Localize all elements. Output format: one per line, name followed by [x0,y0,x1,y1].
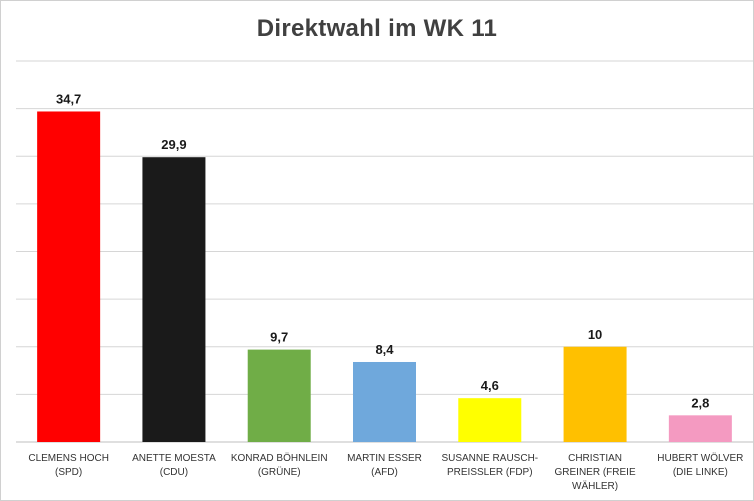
category-label: MARTIN ESSER (AFD) [347,453,422,478]
category-label: ANETTE MOESTA (CDU) [132,453,216,478]
data-label: 34,7 [56,91,81,106]
data-label: 8,4 [375,342,394,357]
data-label: 2,8 [691,395,709,410]
chart-title: Direktwahl im WK 11 [256,15,498,42]
bar [247,349,311,442]
category-label: HUBERT WÖLVER (DIE LINKE) [657,453,744,478]
data-label: 9,7 [270,330,288,345]
category-label: CLEMENS HOCH (SPD) [28,453,109,478]
bar [37,111,101,443]
bar [142,157,206,442]
category-label: SUSANNE RAUSCH-PREIßLER (FDP) [441,453,539,478]
bar [353,361,416,442]
bar [563,346,627,442]
data-label: 10 [588,327,602,342]
category-label: CHRISTIAN GREINER (FREIE WÄHLER) [554,453,636,492]
bar [668,415,732,442]
data-label: 29,9 [161,137,186,152]
data-label: 4,6 [481,378,499,393]
bar [458,398,522,442]
category-label: KONRAD BÖHNLEIN (GRÜNE) [230,453,328,478]
